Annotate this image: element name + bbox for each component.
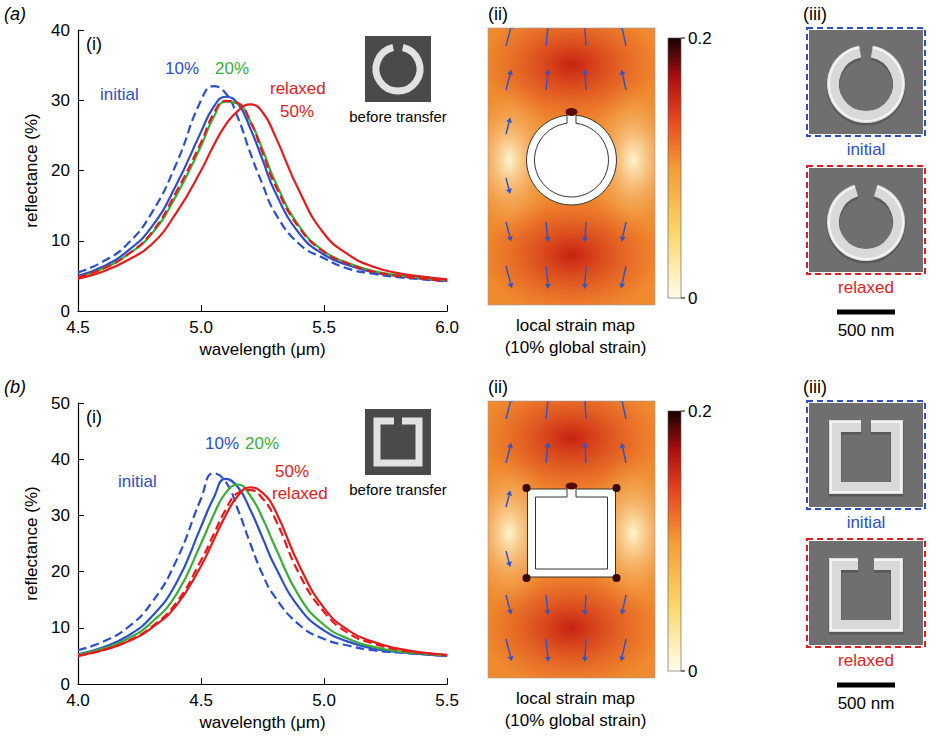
svg-text:0: 0 (60, 301, 70, 321)
svg-text:relaxed: relaxed (838, 651, 894, 670)
svg-text:50: 50 (51, 394, 70, 413)
svg-text:10: 10 (51, 618, 70, 637)
svg-text:20%: 20% (215, 59, 249, 78)
svg-text:50%: 50% (280, 102, 314, 121)
svg-text:before transfer: before transfer (349, 108, 447, 125)
svg-text:(ii): (ii) (488, 377, 508, 397)
svg-text:initial: initial (118, 472, 157, 491)
svg-text:(iii): (iii) (803, 4, 827, 24)
html-text:(b): (b) (4, 377, 26, 397)
svg-text:4.5: 4.5 (66, 318, 90, 337)
svg-text:reflectance (%): reflectance (%) (22, 486, 41, 600)
svg-text:10: 10 (51, 231, 70, 250)
svg-text:(iii): (iii) (803, 377, 827, 397)
svg-text:5.5: 5.5 (435, 691, 459, 710)
svg-text:40: 40 (51, 21, 70, 40)
svg-text:6.0: 6.0 (435, 318, 459, 337)
svg-text:500 nm: 500 nm (838, 694, 895, 713)
svg-text:20: 20 (51, 161, 70, 180)
svg-text:20%: 20% (245, 434, 279, 453)
svg-text:local strain map: local strain map (516, 689, 635, 708)
svg-text:0: 0 (688, 662, 697, 681)
svg-text:(10% global strain): (10% global strain) (505, 711, 647, 730)
html-text:(i): (i) (86, 34, 102, 54)
html-text:(i): (i) (86, 407, 102, 427)
svg-text:0.2: 0.2 (688, 402, 712, 421)
svg-text:relaxed: relaxed (838, 278, 894, 297)
svg-text:wavelength (μm): wavelength (μm) (199, 340, 326, 359)
svg-text:initial: initial (847, 140, 886, 159)
svg-text:5.5: 5.5 (312, 318, 336, 337)
svg-text:before transfer: before transfer (349, 481, 447, 498)
svg-text:initial: initial (847, 513, 886, 532)
svg-text:wavelength (μm): wavelength (μm) (199, 713, 326, 732)
svg-text:30: 30 (51, 506, 70, 525)
svg-text:0.2: 0.2 (688, 29, 712, 48)
svg-text:500 nm: 500 nm (838, 321, 895, 340)
svg-text:relaxed: relaxed (272, 484, 328, 503)
svg-text:4.5: 4.5 (189, 691, 213, 710)
svg-text:10%: 10% (205, 434, 239, 453)
svg-text:local strain map: local strain map (516, 316, 635, 335)
svg-text:10%: 10% (165, 59, 199, 78)
svg-text:relaxed: relaxed (270, 79, 326, 98)
svg-text:reflectance (%): reflectance (%) (22, 113, 41, 227)
svg-text:50%: 50% (275, 462, 309, 481)
svg-text:30: 30 (51, 91, 70, 110)
svg-text:20: 20 (51, 562, 70, 581)
html-text:(a): (a) (4, 4, 26, 24)
svg-text:4.0: 4.0 (66, 691, 90, 710)
svg-text:0: 0 (688, 289, 697, 308)
svg-text:40: 40 (51, 450, 70, 469)
svg-text:initial: initial (100, 85, 139, 104)
svg-text:(10% global strain): (10% global strain) (505, 338, 647, 357)
svg-text:0: 0 (60, 674, 70, 694)
svg-text:5.0: 5.0 (312, 691, 336, 710)
svg-text:5.0: 5.0 (189, 318, 213, 337)
svg-text:(ii): (ii) (488, 4, 508, 24)
